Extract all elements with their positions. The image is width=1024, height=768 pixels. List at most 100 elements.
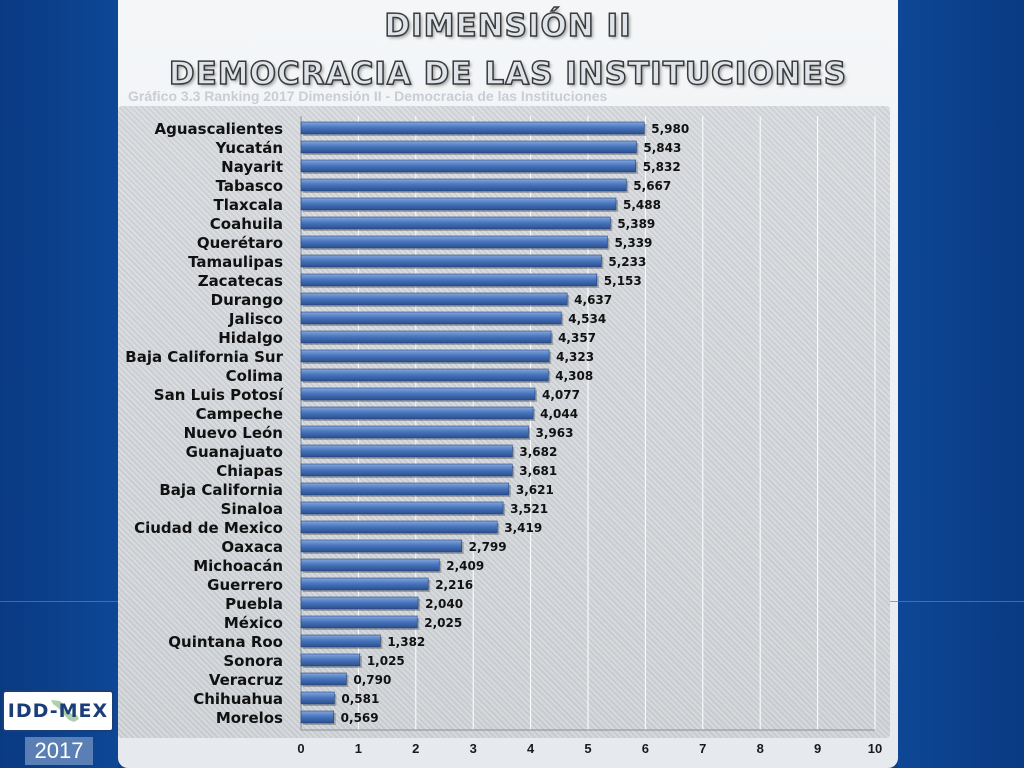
category-label: Morelos xyxy=(216,709,283,727)
category-label: Baja California xyxy=(159,481,283,499)
x-tick-label: 10 xyxy=(868,741,882,756)
bar xyxy=(300,254,602,268)
value-label: 0,581 xyxy=(341,692,379,706)
bar xyxy=(300,691,335,705)
category-label: Oaxaca xyxy=(221,538,283,556)
category-label: Querétaro xyxy=(197,234,283,252)
bar xyxy=(300,406,534,420)
bar xyxy=(300,444,513,458)
value-label: 1,025 xyxy=(367,654,405,668)
category-label: Tabasco xyxy=(216,177,283,195)
page-title: DIMENSIÓN II xyxy=(384,7,632,45)
value-label: 2,040 xyxy=(425,597,463,611)
bar xyxy=(300,539,462,553)
category-label: Yucatán xyxy=(215,139,283,157)
value-label: 5,153 xyxy=(604,274,642,288)
value-label: 4,077 xyxy=(542,388,580,402)
category-label: Ciudad de Mexico xyxy=(134,519,283,537)
category-label: Chihuahua xyxy=(193,690,283,708)
value-label: 2,799 xyxy=(469,540,507,554)
bar xyxy=(300,311,562,325)
x-tick-label: 1 xyxy=(355,741,362,756)
bar xyxy=(300,292,568,306)
bar xyxy=(300,140,637,154)
category-label: Baja California Sur xyxy=(125,348,283,366)
value-label: 5,843 xyxy=(643,141,681,155)
value-label: 4,323 xyxy=(556,350,594,364)
mexico-map-icon xyxy=(51,700,79,722)
x-tick-label: 3 xyxy=(470,741,477,756)
value-label: 3,419 xyxy=(504,521,542,535)
value-label: 3,621 xyxy=(516,483,554,497)
bar xyxy=(300,558,440,572)
category-label: Chiapas xyxy=(216,462,283,480)
bar xyxy=(300,330,552,344)
value-label: 4,637 xyxy=(574,293,612,307)
category-label: Puebla xyxy=(225,595,283,613)
bar xyxy=(300,178,627,192)
value-label: 3,963 xyxy=(535,426,573,440)
category-label: Tamaulipas xyxy=(188,253,283,271)
value-label: 3,681 xyxy=(519,464,557,478)
value-label: 5,339 xyxy=(614,236,652,250)
x-tick-label: 8 xyxy=(757,741,764,756)
value-label: 5,233 xyxy=(608,255,646,269)
bar xyxy=(300,463,513,477)
x-tick-label: 5 xyxy=(584,741,591,756)
category-label: Quintana Roo xyxy=(168,633,283,651)
value-label: 2,025 xyxy=(424,616,462,630)
bar xyxy=(300,273,598,287)
x-tick-label: 6 xyxy=(642,741,649,756)
bar xyxy=(300,615,418,629)
idd-mex-logo: IDD-MEX xyxy=(2,690,114,732)
value-label: 0,790 xyxy=(353,673,391,687)
bar xyxy=(300,121,645,135)
bar xyxy=(300,482,510,496)
value-label: 4,357 xyxy=(558,331,596,345)
bar xyxy=(300,368,549,382)
category-label: Guerrero xyxy=(207,576,283,594)
value-label: 0,569 xyxy=(341,711,379,725)
value-label: 1,382 xyxy=(387,635,425,649)
category-label: Guanajuato xyxy=(186,443,283,461)
value-label: 5,488 xyxy=(623,198,661,212)
value-label: 4,308 xyxy=(555,369,593,383)
value-label: 4,044 xyxy=(540,407,578,421)
x-tick-label: 7 xyxy=(699,741,706,756)
value-label: 5,832 xyxy=(643,160,681,174)
chart-subtitle: Gráfico 3.3 Ranking 2017 Dimensión II - … xyxy=(128,88,608,104)
category-label: Sinaloa xyxy=(221,500,283,518)
bar xyxy=(300,159,637,173)
category-label: Colima xyxy=(226,367,283,385)
bar xyxy=(300,520,498,534)
value-label: 5,667 xyxy=(633,179,671,193)
plot-area-background xyxy=(118,106,890,738)
x-tick-label: 0 xyxy=(297,741,304,756)
category-label: Nuevo León xyxy=(184,424,283,442)
category-label: Durango xyxy=(211,291,283,309)
category-label: Michoacán xyxy=(193,557,283,575)
value-label: 2,409 xyxy=(446,559,484,573)
bar xyxy=(300,653,361,667)
right-background-band xyxy=(898,0,1024,768)
x-tick-label: 9 xyxy=(814,741,821,756)
logo-text: IDD-MEX xyxy=(7,700,109,722)
category-label: Coahuila xyxy=(210,215,283,233)
value-label: 5,980 xyxy=(651,122,689,136)
value-label: 3,682 xyxy=(519,445,557,459)
bar xyxy=(300,596,419,610)
value-label: 2,216 xyxy=(435,578,473,592)
category-label: Tlaxcala xyxy=(214,196,283,214)
bar xyxy=(300,577,429,591)
bar xyxy=(300,710,334,724)
bar xyxy=(300,235,608,249)
category-label: Zacatecas xyxy=(198,272,283,290)
bar xyxy=(300,425,529,439)
x-tick-label: 2 xyxy=(412,741,419,756)
category-label: Aguascalientes xyxy=(155,120,284,138)
value-label: 4,534 xyxy=(568,312,606,326)
year-badge: 2017 xyxy=(25,737,93,765)
category-label: Campeche xyxy=(196,405,283,423)
category-label: Nayarit xyxy=(221,158,283,176)
